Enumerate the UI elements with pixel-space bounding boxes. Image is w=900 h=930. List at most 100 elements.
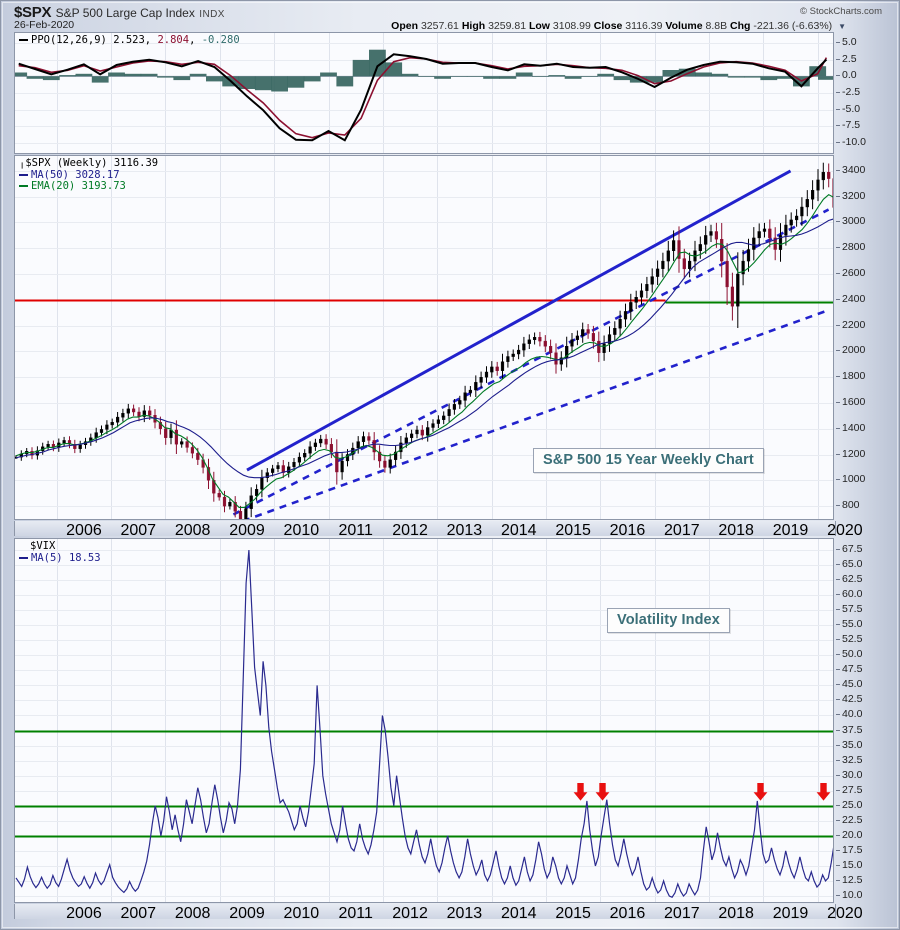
y-axis-label: 800 [842, 499, 860, 512]
copyright-label: © StockCharts.com [800, 6, 882, 17]
y-axis-label: 37.5 [842, 723, 863, 736]
low-label: Low [528, 20, 550, 32]
y-axis-label: 5.0 [842, 36, 857, 48]
close-value: 3116.39 [625, 20, 663, 32]
y-axis-tick [836, 880, 840, 881]
ppo-y-axis: 5.0 2.5 0.0 -2.5 -5.0 -7.5 -10.0 [836, 32, 898, 154]
y-axis-label: 2000 [842, 344, 866, 357]
chevron-down-icon[interactable]: ▼ [838, 22, 846, 31]
y-axis-tick [836, 59, 840, 60]
ppo-plot [15, 33, 833, 153]
x-axis-label: 2018 [718, 522, 754, 539]
y-axis-label: 2400 [842, 292, 866, 305]
ppo-val-a: 2.523 [113, 34, 145, 46]
vix-x-axis: 2006 2007 2008 2009 2010 2011 2012 2013 2014 2015… [14, 904, 863, 922]
y-axis-label: 50.0 [842, 648, 863, 661]
ppo-legend-label: PPO(12,26,9) [31, 34, 107, 46]
y-axis-label: 1600 [842, 395, 866, 408]
quote-bar: Open 3257.61 High 3259.81 Low 3108.99 Cl… [391, 20, 846, 32]
vix-plot [15, 539, 833, 902]
high-value: 3259.81 [488, 20, 527, 32]
y-axis-tick [836, 805, 840, 806]
x-axis-label: 2020 [827, 905, 863, 922]
symbol-exchange: INDX [199, 9, 225, 20]
spx-last-value: 3116.39 [113, 157, 159, 169]
y-axis-tick [836, 790, 840, 791]
x-axis-label: 2007 [120, 905, 157, 922]
y-axis-tick [836, 125, 840, 126]
y-axis-label: -10.0 [842, 136, 866, 148]
x-axis-label: 2008 [174, 522, 211, 539]
y-axis-label: 40.0 [842, 708, 863, 721]
volume-label: Volume [665, 20, 703, 32]
y-axis-label: 42.5 [842, 693, 863, 706]
ppo-val-b: 2.804 [157, 34, 190, 46]
spx-legend-label: $SPX (Weekly) [25, 157, 108, 169]
y-axis-tick [836, 428, 840, 429]
y-axis-label: 0.0 [842, 69, 857, 82]
x-axis-label: 2009 [229, 905, 265, 922]
vix-ma5-label: MA(5) [31, 551, 63, 564]
x-axis-label: 2014 [500, 905, 537, 922]
y-axis-tick [836, 699, 840, 700]
y-axis-label: 1400 [842, 421, 866, 434]
vix-indicator-panel[interactable]: $VIX MA(5) 18.53 [14, 538, 834, 903]
ma50-value: 3028.17 [75, 168, 120, 181]
x-axis-label: 2013 [446, 905, 483, 922]
y-axis-tick [836, 579, 840, 580]
x-axis-label: 2017 [664, 522, 700, 539]
x-axis-label: 2018 [718, 905, 754, 922]
y-axis-tick [836, 714, 840, 715]
y-axis-tick [836, 684, 840, 685]
vix-symbol-label: $VIX [30, 540, 56, 552]
y-axis-tick [836, 325, 840, 326]
y-axis-label: 27.5 [842, 783, 863, 796]
y-axis-tick [836, 669, 840, 670]
spx-plot [15, 156, 833, 519]
y-axis-tick [836, 109, 840, 110]
y-axis-tick [836, 196, 840, 197]
x-axis-label: 2012 [392, 522, 428, 539]
y-axis-label: 60.0 [842, 588, 863, 601]
y-axis-tick [836, 745, 840, 746]
y-axis-tick [836, 505, 840, 506]
x-axis-label: 2011 [338, 522, 373, 539]
spx-y-axis: 3400 3200 3000 2800 2600 2400 2200 2000 1800 1600… [836, 155, 898, 520]
y-axis-label: 1800 [842, 370, 866, 383]
y-axis-label: -5.0 [842, 102, 861, 115]
y-axis-label: 62.5 [842, 573, 863, 586]
x-axis-label: 2015 [555, 905, 591, 922]
y-axis-label: 57.5 [842, 603, 863, 616]
x-axis-label: 2014 [500, 522, 537, 539]
y-axis-tick [836, 376, 840, 377]
y-axis-label: 1000 [842, 473, 866, 486]
x-axis-label: 2016 [609, 522, 646, 539]
x-axis-label: 2012 [392, 905, 428, 922]
ppo-indicator-panel[interactable]: PPO(12,26,9) 2.523, 2.804, -0.280 [14, 32, 834, 154]
y-axis-label: 32.5 [842, 753, 863, 766]
y-axis-tick [836, 760, 840, 761]
x-axis-label: 2009 [229, 522, 265, 539]
y-axis-label: 22.5 [842, 813, 863, 826]
y-axis-label: 2.5 [842, 52, 857, 65]
y-axis-label: 1200 [842, 447, 866, 460]
ppo-val-c: -0.280 [201, 34, 240, 46]
y-axis-tick [836, 402, 840, 403]
spx-annotation-callout: S&P 500 15 Year Weekly Chart [533, 448, 764, 473]
y-axis-label: 35.0 [842, 738, 863, 751]
quote-date: 26-Feb-2020 [14, 19, 75, 31]
y-axis-label: 2800 [842, 241, 866, 254]
vix-spike-arrow [816, 782, 831, 801]
y-axis-label: 3400 [842, 163, 866, 176]
y-axis-label: -7.5 [842, 119, 861, 132]
y-axis-tick [836, 247, 840, 248]
y-axis-label: 12.5 [842, 873, 863, 886]
y-axis-label: 2200 [842, 318, 866, 331]
symbol-ticker[interactable]: $SPX [14, 4, 52, 21]
ema20-value: 3193.73 [81, 180, 126, 192]
y-axis-tick [836, 654, 840, 655]
y-axis-tick [836, 609, 840, 610]
y-axis-label: 15.0 [842, 858, 863, 871]
vix-y-axis: 67.5 65.0 62.5 60.0 57.5 55.0 52.5 50.0 47.5 45.0… [836, 538, 898, 903]
x-axis-label: 2006 [66, 905, 102, 922]
